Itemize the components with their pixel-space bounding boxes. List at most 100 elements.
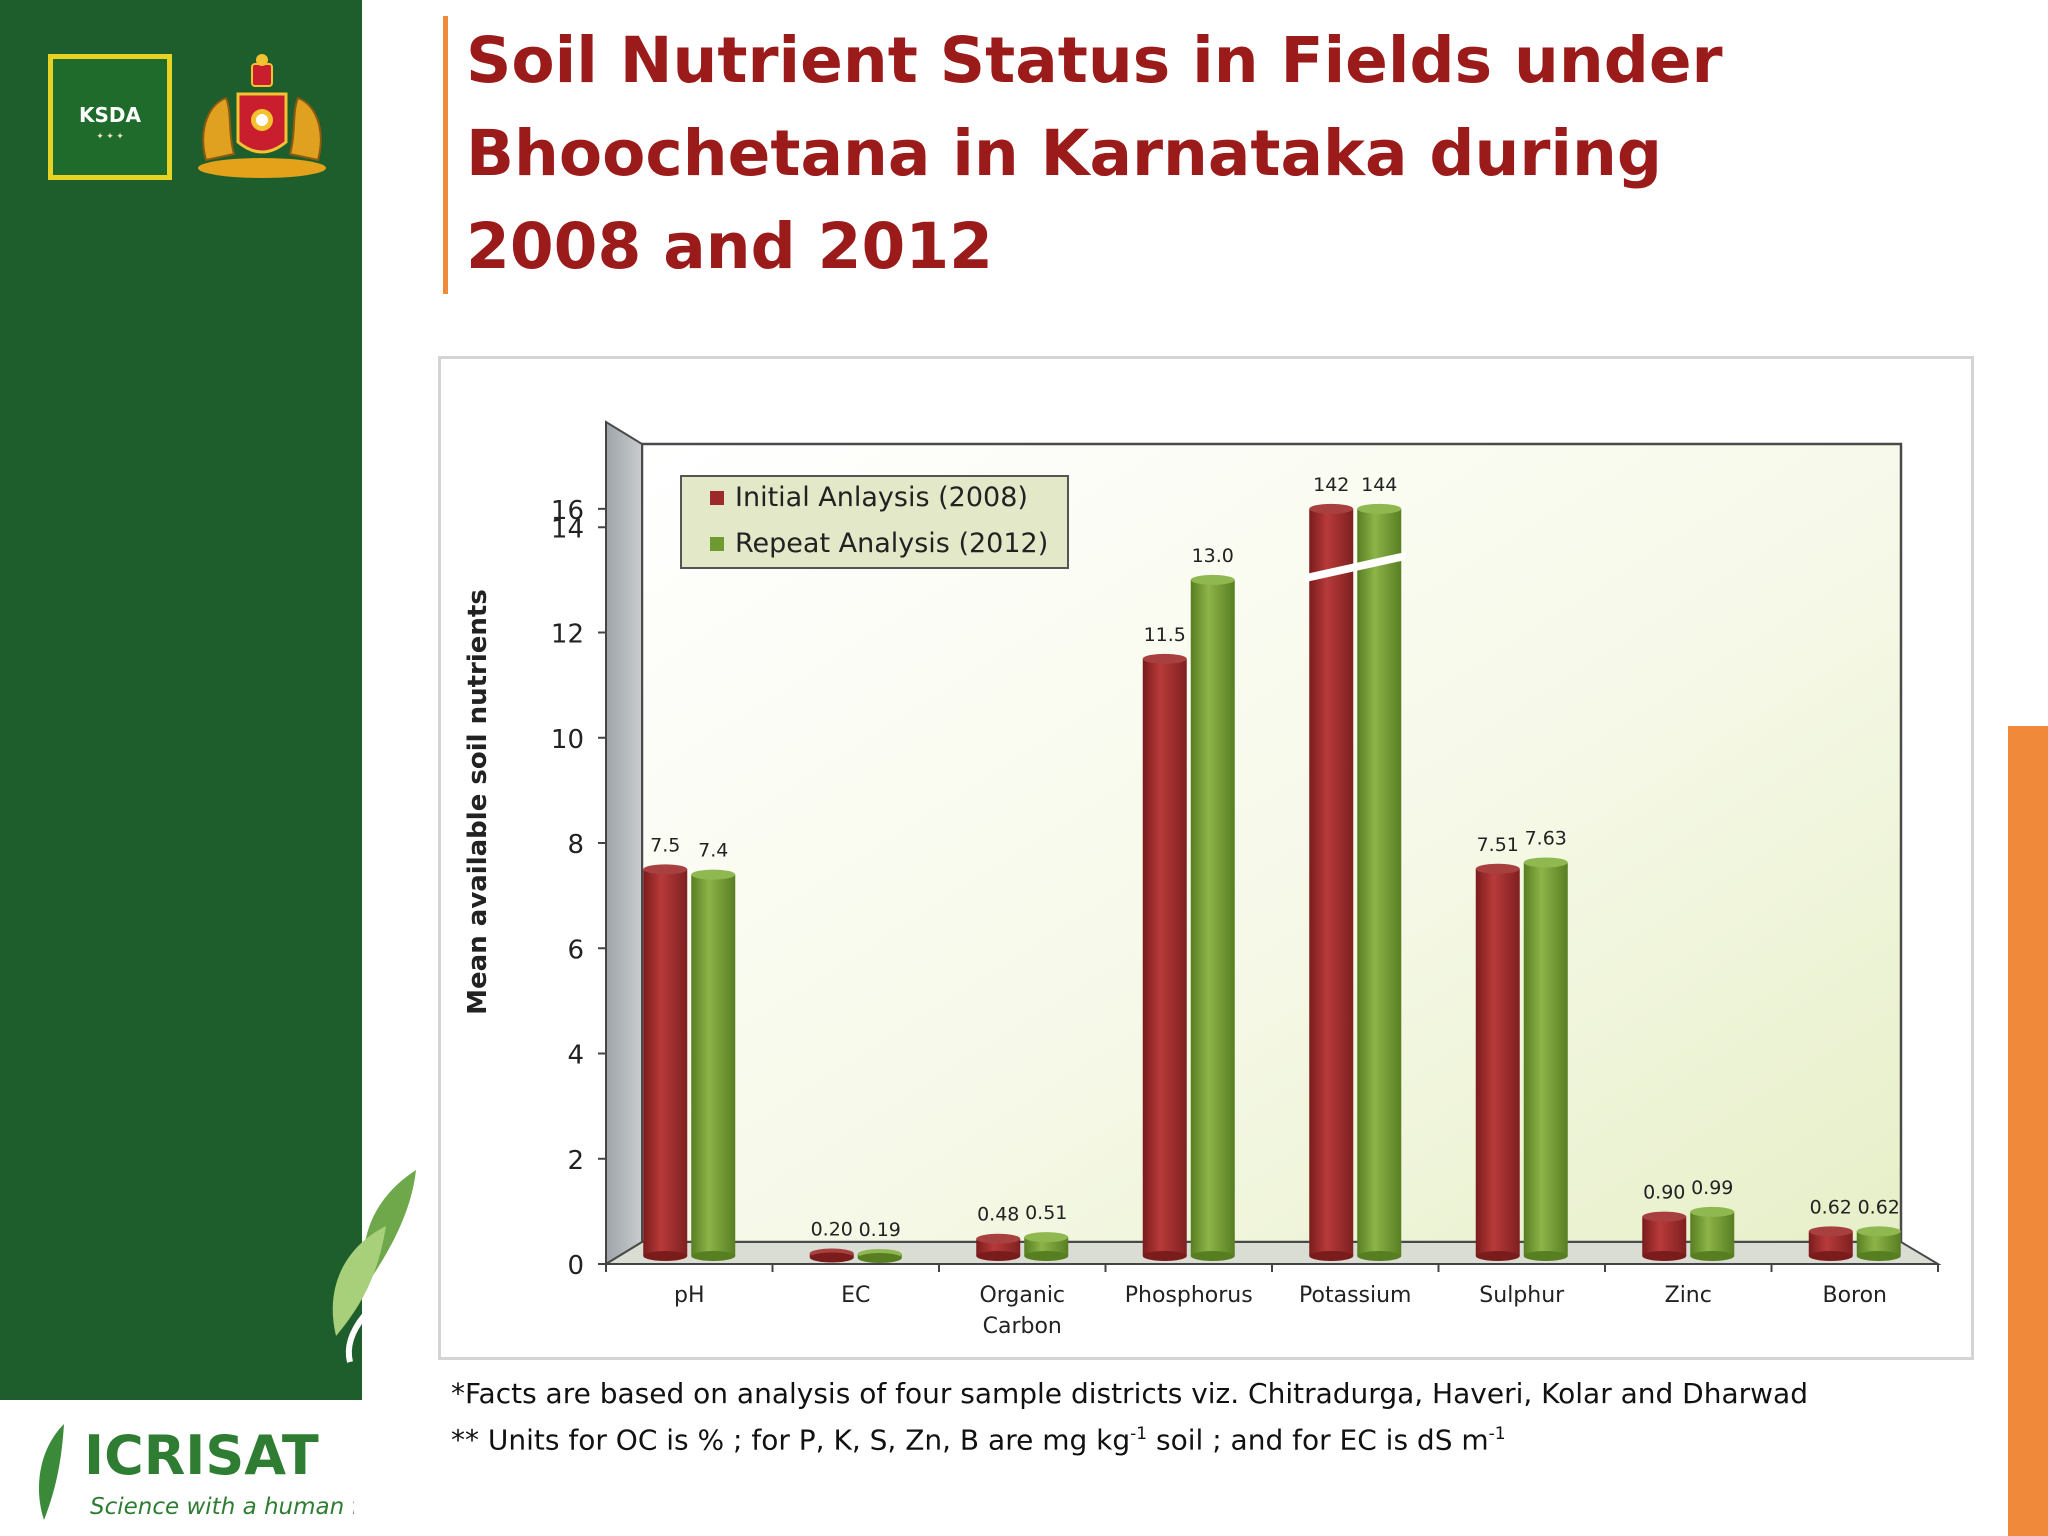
bar-1-6 <box>1690 1206 1735 1261</box>
y-tick-label: 14 <box>551 514 584 544</box>
bar-0-2 <box>976 1233 1021 1261</box>
bar-top <box>1309 503 1354 514</box>
bar-top <box>976 1233 1021 1244</box>
bar-bottom <box>691 1251 736 1261</box>
footnote-sup-1: -1 <box>1130 1424 1148 1444</box>
x-tick-label: Boron <box>1822 1283 1887 1308</box>
bar-bottom <box>976 1251 1021 1261</box>
ksda-logo-text: KSDA <box>79 103 141 127</box>
bar-bottom <box>1523 1251 1568 1261</box>
data-label: 0.20 <box>811 1218 853 1240</box>
x-tick-label: Organic <box>979 1283 1065 1308</box>
x-tick-label: Carbon <box>983 1314 1062 1339</box>
bar-body <box>1475 868 1520 1256</box>
footnote-sup-2: -1 <box>1488 1424 1506 1444</box>
footnotes: *Facts are based on analysis of four sam… <box>451 1374 1808 1460</box>
bar-body <box>1642 1216 1687 1256</box>
left-sidebar: KSDA ✦ ✦ ✦ <box>0 0 362 1400</box>
bar-1-7 <box>1856 1226 1901 1261</box>
bar-top <box>1642 1211 1687 1222</box>
bar-body <box>1024 1237 1069 1256</box>
bar-bottom <box>1690 1251 1735 1261</box>
icrisat-logo: ICRISAT Science with a human face <box>38 1424 354 1520</box>
legend-label-2008: Initial Anlaysis (2008) <box>735 482 1028 513</box>
data-label: 0.90 <box>1643 1182 1685 1204</box>
x-tick-label: Sulphur <box>1479 1283 1565 1308</box>
bar-bottom <box>809 1252 854 1263</box>
legend-label-2012: Repeat Analysis (2012) <box>735 528 1048 559</box>
bar-top <box>643 864 688 875</box>
bar-body <box>1190 579 1235 1256</box>
footnote-line-2-prefix: ** Units for OC is % ; for P, K, S, Zn, … <box>451 1423 1131 1457</box>
bar-top <box>1190 574 1235 585</box>
bar-1-1 <box>857 1249 902 1264</box>
bar-0-4 <box>1309 503 1354 1261</box>
legend-box <box>680 475 1069 569</box>
data-label: 11.5 <box>1144 624 1186 646</box>
bar-1-3 <box>1190 574 1235 1261</box>
data-label: 13.0 <box>1192 545 1234 567</box>
bar-0-6 <box>1642 1211 1687 1261</box>
bar-body <box>691 874 736 1256</box>
bar-bottom <box>1309 1251 1354 1261</box>
bar-bottom <box>1642 1251 1687 1261</box>
bar-body <box>1357 508 1402 1256</box>
legend-swatch-2012 <box>710 537 724 551</box>
karnataka-emblem-icon <box>198 54 326 178</box>
bar-0-1 <box>809 1248 854 1263</box>
chart-side-wall <box>605 420 643 1266</box>
bar-1-4 <box>1357 503 1402 1261</box>
data-label: 7.4 <box>698 840 728 862</box>
data-label: 142 <box>1313 474 1349 496</box>
data-label: 0.99 <box>1691 1177 1733 1199</box>
bar-1-5 <box>1523 857 1568 1261</box>
y-tick-label: 2 <box>567 1146 584 1176</box>
axis-break-mark <box>1305 552 1406 583</box>
legend-swatch-2008 <box>710 491 724 505</box>
chart-floor <box>602 1241 1942 1265</box>
bar-bottom <box>1024 1251 1069 1261</box>
x-tick-label: pH <box>674 1283 705 1308</box>
icrisat-logo-name: ICRISAT <box>84 1424 319 1487</box>
data-label: 0.48 <box>977 1204 1019 1226</box>
y-tick-label: 16 <box>551 496 584 526</box>
data-label: 7.5 <box>650 834 680 856</box>
data-label: 0.62 <box>1858 1196 1900 1218</box>
bar-0-0 <box>643 864 688 1261</box>
bar-bottom <box>1142 1251 1187 1261</box>
sidebar-bottom-area <box>0 1400 362 1536</box>
bar-bottom <box>857 1253 902 1264</box>
data-label: 7.63 <box>1525 827 1567 849</box>
data-label: 7.51 <box>1477 834 1519 856</box>
bar-body <box>1690 1211 1735 1256</box>
footnote-line-1: *Facts are based on analysis of four sam… <box>451 1377 1808 1410</box>
bar-top <box>1690 1206 1735 1217</box>
x-tick-label: EC <box>841 1283 870 1308</box>
bar-top <box>1856 1226 1901 1237</box>
ksda-logo: KSDA ✦ ✦ ✦ <box>48 54 172 180</box>
bar-bottom <box>1808 1251 1853 1261</box>
bar-bottom <box>643 1251 688 1261</box>
x-tick-label: Zinc <box>1665 1283 1712 1308</box>
data-label: 0.51 <box>1025 1202 1067 1224</box>
y-tick-label: 4 <box>567 1041 584 1071</box>
bar-top <box>1808 1226 1853 1237</box>
bar-top <box>1523 857 1568 868</box>
y-tick-label: 0 <box>567 1251 584 1281</box>
bar-1-2 <box>1024 1232 1069 1261</box>
bar-body <box>1142 658 1187 1256</box>
bar-top <box>1142 653 1187 664</box>
icrisat-leaf-icon <box>38 1424 64 1520</box>
y-tick-label: 6 <box>567 935 584 965</box>
footnote-line-2-mid: soil ; and for EC is dS m <box>1147 1423 1489 1457</box>
title-accent-bar <box>443 16 448 294</box>
y-tick-label: 10 <box>551 725 584 755</box>
bar-bottom <box>1856 1251 1901 1261</box>
bar-0-5 <box>1475 863 1520 1261</box>
data-label: 0.62 <box>1810 1196 1852 1218</box>
bar-bottom <box>1357 1251 1402 1261</box>
ksda-logo-script: ✦ ✦ ✦ <box>96 131 124 141</box>
data-label: 144 <box>1361 474 1397 496</box>
bar-body <box>643 869 688 1256</box>
